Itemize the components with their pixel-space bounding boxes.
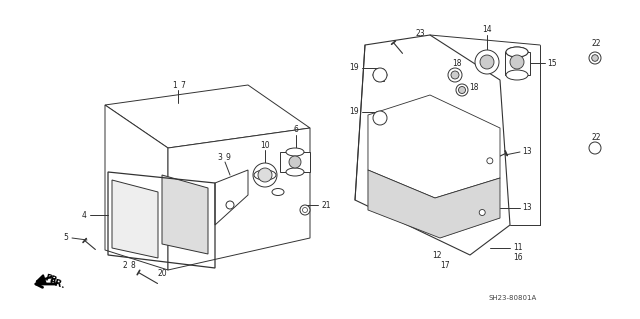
Circle shape [458, 86, 465, 93]
Circle shape [475, 50, 499, 74]
Circle shape [487, 158, 493, 164]
Circle shape [510, 55, 524, 69]
Ellipse shape [272, 189, 284, 196]
Text: 13: 13 [522, 147, 532, 157]
Circle shape [448, 68, 462, 82]
Text: 3: 3 [218, 152, 223, 161]
Text: 13: 13 [522, 204, 532, 212]
Circle shape [258, 168, 272, 182]
Circle shape [589, 142, 601, 154]
Text: 14: 14 [482, 26, 492, 34]
Polygon shape [505, 52, 530, 75]
Text: 2: 2 [123, 261, 127, 270]
Text: 23: 23 [415, 28, 425, 38]
Ellipse shape [506, 47, 528, 57]
Text: 17: 17 [440, 261, 450, 270]
Circle shape [289, 156, 301, 168]
Polygon shape [162, 175, 208, 254]
Ellipse shape [506, 70, 528, 80]
Text: SH23-80801A: SH23-80801A [489, 295, 537, 301]
Circle shape [303, 207, 307, 212]
Text: 19: 19 [349, 108, 359, 116]
Text: 10: 10 [260, 140, 270, 150]
Polygon shape [355, 35, 510, 255]
Text: 6: 6 [294, 125, 298, 135]
Text: 20: 20 [157, 269, 167, 278]
Text: FR.: FR. [44, 273, 61, 287]
Text: 18: 18 [452, 58, 461, 68]
Circle shape [479, 210, 485, 216]
Polygon shape [105, 105, 168, 270]
Polygon shape [105, 85, 310, 148]
Circle shape [300, 205, 310, 215]
Circle shape [456, 84, 468, 96]
Text: FR.: FR. [48, 278, 67, 291]
Text: 15: 15 [547, 58, 557, 68]
Text: 18: 18 [469, 84, 479, 93]
Ellipse shape [286, 168, 304, 176]
Text: 21: 21 [321, 201, 331, 210]
Circle shape [373, 111, 387, 125]
Circle shape [589, 52, 601, 64]
Ellipse shape [286, 148, 304, 156]
Circle shape [226, 201, 234, 209]
Text: 5: 5 [63, 234, 68, 242]
Text: 22: 22 [591, 133, 601, 143]
Polygon shape [215, 170, 248, 225]
Text: 4: 4 [81, 211, 86, 219]
Circle shape [373, 68, 387, 82]
Text: 19: 19 [349, 63, 359, 72]
Circle shape [592, 55, 598, 61]
Text: 16: 16 [513, 253, 523, 262]
Text: 22: 22 [591, 40, 601, 48]
Circle shape [480, 55, 494, 69]
Circle shape [253, 163, 277, 187]
Text: 11: 11 [513, 243, 523, 253]
Polygon shape [280, 152, 310, 172]
Text: 1: 1 [173, 80, 177, 90]
Text: 9: 9 [225, 152, 230, 161]
Polygon shape [368, 95, 500, 198]
Text: 8: 8 [131, 261, 136, 270]
Ellipse shape [254, 170, 276, 180]
Polygon shape [368, 170, 500, 238]
Polygon shape [112, 180, 158, 258]
Text: 12: 12 [432, 250, 442, 259]
Ellipse shape [506, 47, 528, 57]
Polygon shape [168, 128, 310, 270]
Circle shape [451, 71, 459, 79]
Text: 7: 7 [180, 80, 186, 90]
